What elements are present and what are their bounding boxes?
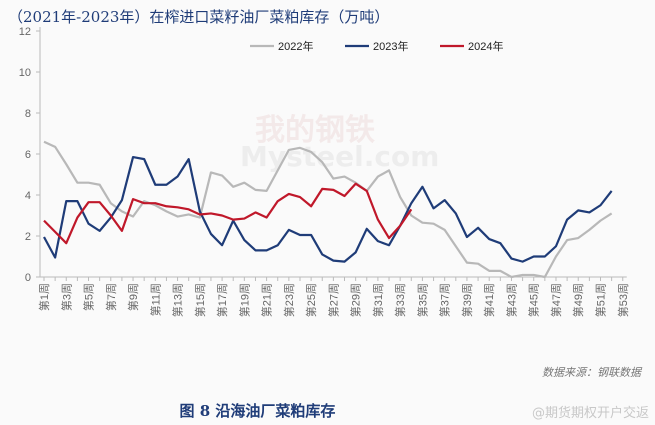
x-tick-label: 第11周 — [148, 283, 162, 316]
series-points-2023年 — [43, 156, 612, 262]
x-tick-label: 第9周 — [126, 283, 140, 311]
x-tick-label: 第1周 — [37, 283, 51, 311]
x-tick-label: 第39周 — [460, 283, 474, 317]
x-tick-label: 第41周 — [482, 283, 496, 317]
y-tick-label: 2 — [25, 231, 31, 243]
x-tick-label: 第17周 — [215, 283, 229, 317]
x-tick-label: 第5周 — [82, 283, 96, 311]
watermark-logo-text: Mysteel.com — [240, 140, 440, 173]
series-line-2024年 — [43, 182, 413, 245]
x-tick-label: 第31周 — [371, 283, 385, 317]
x-tick-label: 第51周 — [594, 283, 608, 317]
x-tick-label: 第53周 — [616, 283, 630, 317]
x-tick-label: 第29周 — [349, 283, 363, 317]
x-tick-label: 第15周 — [193, 283, 207, 317]
source-note: 数据来源：钢联数据 — [542, 366, 641, 379]
series-line-2022年 — [43, 140, 613, 279]
y-tick-label: 4 — [25, 190, 31, 202]
x-tick-label: 第13周 — [171, 283, 185, 317]
x-tick-label: 第23周 — [282, 283, 296, 317]
figure-caption: 图 8 沿海油厂菜粕库存 — [179, 402, 336, 420]
y-tick-label: 10 — [19, 67, 31, 79]
x-tick-label: 第47周 — [549, 283, 563, 317]
x-tick-label: 第43周 — [504, 283, 518, 317]
x-tick-label: 第35周 — [415, 283, 429, 317]
x-tick-label: 第49周 — [571, 283, 585, 317]
watermark-logo: 我的钢铁 — [255, 113, 375, 148]
x-tick-label: 第37周 — [438, 283, 452, 317]
x-tick-label: 第25周 — [304, 283, 318, 317]
legend-label: 2024年 — [468, 39, 503, 53]
x-tick-label: 第19周 — [237, 283, 251, 317]
y-tick-label: 12 — [19, 26, 31, 38]
chart-title: （2021年-2023年）在榨进口菜籽油厂菜粕库存（万吨） — [8, 8, 390, 26]
x-tick-label: 第3周 — [59, 283, 73, 311]
legend-label: 2022年 — [278, 39, 313, 53]
x-tick-label: 第45周 — [527, 283, 541, 317]
y-tick-label: 6 — [25, 149, 31, 161]
y-tick-label: 0 — [25, 272, 31, 284]
x-tick-label: 第27周 — [326, 283, 340, 317]
series-line-2023年 — [43, 155, 613, 263]
x-tick-label: 第21周 — [260, 283, 274, 317]
weibo-watermark: @期货期权开户交返 — [531, 406, 649, 421]
legend-label: 2023年 — [373, 39, 408, 53]
series-points-2024年 — [43, 183, 412, 244]
y-tick-label: 8 — [25, 108, 31, 120]
x-tick-label: 第33周 — [393, 283, 407, 317]
x-tick-label: 第7周 — [104, 283, 118, 311]
